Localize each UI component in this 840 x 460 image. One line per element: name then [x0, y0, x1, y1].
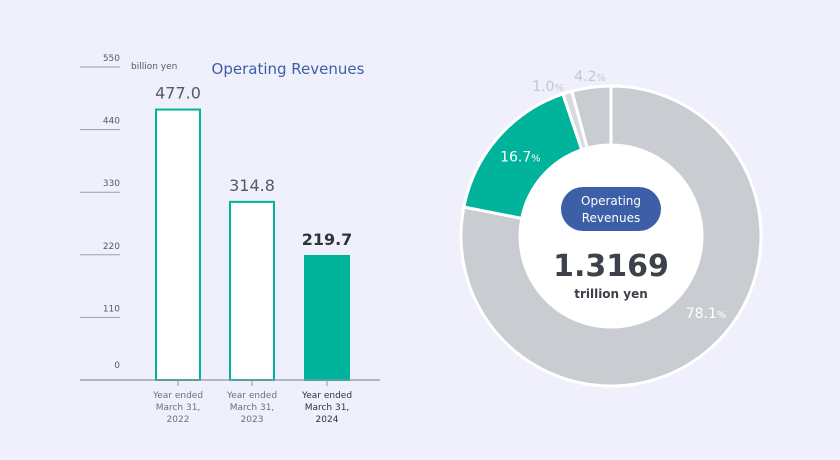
bar-value-label: 314.8 — [229, 176, 275, 195]
category-label: Year ended March 31, 2023 — [226, 391, 277, 425]
bars — [155, 108, 350, 382]
center-unit: trillion yen — [574, 287, 648, 301]
bar-chart: 0 110 220 330 440 550 billion yen Operating R… — [80, 54, 380, 425]
value-labels: 477.0 314.8 219.7 — [155, 84, 352, 249]
slice-label: 16.7% — [500, 150, 540, 166]
center-value: 1.3169 — [553, 249, 669, 284]
center-badge-line-2: Revenues — [582, 211, 641, 225]
bar — [304, 254, 350, 382]
bar — [229, 200, 275, 381]
y-tick-label: 110 — [103, 304, 120, 314]
y-tick-label: 440 — [103, 117, 120, 127]
slice-label: 78.1% — [686, 306, 726, 322]
y-tick-label: 330 — [103, 179, 120, 189]
y-tick-labels: 0 110 220 330 440 550 — [103, 54, 120, 371]
bar-value-label: 219.7 — [302, 230, 353, 249]
y-tick-label: 220 — [103, 242, 120, 252]
unit-label: billion yen — [131, 62, 177, 72]
center-badge-line-1: Operating — [581, 194, 641, 208]
slice-labels: 78.1% 16.7% 1.0% 4.2% — [500, 69, 726, 322]
center-badge — [561, 187, 661, 231]
y-tick-label: 0 — [114, 361, 120, 371]
slice-label: 1.0% — [532, 79, 564, 95]
y-tick-label: 550 — [103, 54, 120, 64]
donut-hole — [520, 145, 702, 327]
category-label: Year ended March 31, 2024 — [301, 391, 352, 425]
bar — [155, 108, 201, 381]
chart-title: Operating Revenues — [212, 60, 365, 78]
donut-chart: Operating Revenues 1.3169 trillion yen 7… — [459, 69, 763, 388]
slice-label: 4.2% — [574, 69, 606, 85]
bar-value-label: 477.0 — [155, 84, 201, 103]
category-labels: Year ended March 31, 2022 Year ended March 3… — [152, 380, 352, 425]
gridlines — [80, 66, 120, 318]
category-label: Year ended March 31, 2022 — [152, 391, 203, 425]
